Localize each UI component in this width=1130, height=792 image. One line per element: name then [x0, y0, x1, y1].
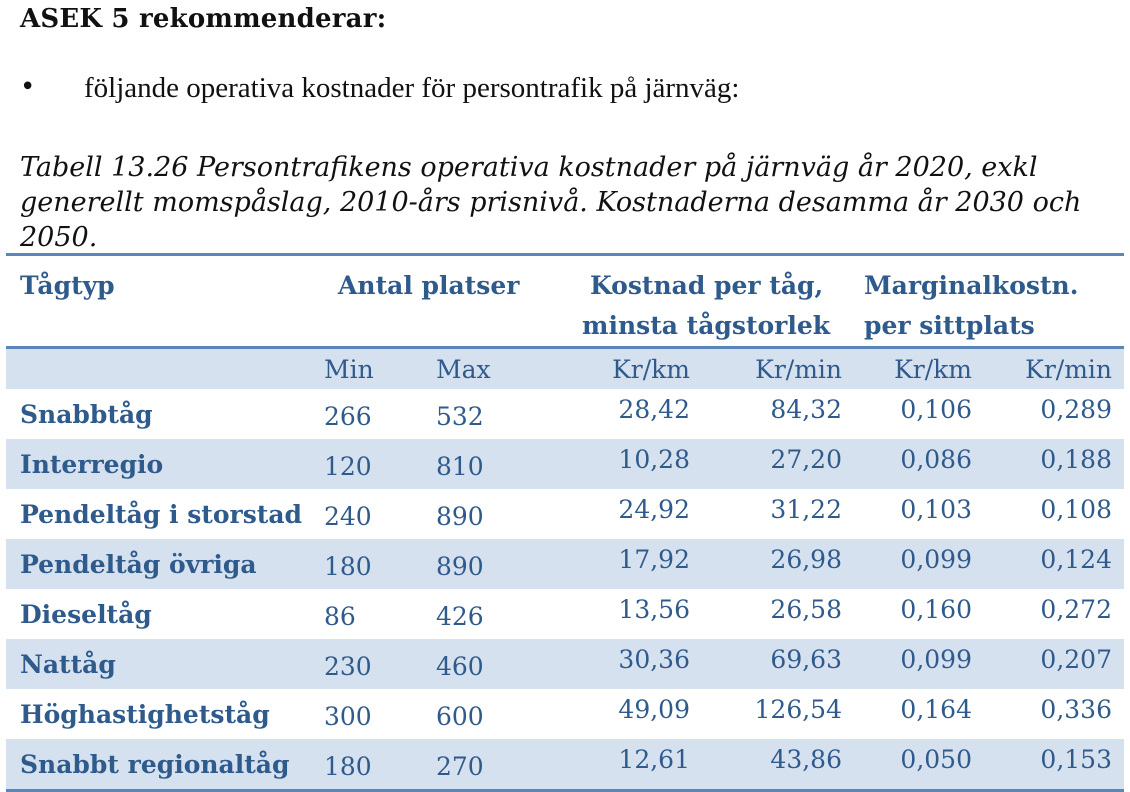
row-marg-km: 0,099 — [854, 539, 984, 589]
header-tagtyp: Tågtyp — [6, 256, 318, 348]
header-kostnad-line2: minsta tågstorlek — [582, 306, 854, 346]
row-min: 230 — [318, 639, 430, 689]
row-max: 810 — [430, 439, 560, 489]
row-marg-km: 0,099 — [854, 639, 984, 689]
row-name: Pendeltåg övriga — [6, 539, 318, 589]
row-marg-km: 0,050 — [854, 739, 984, 791]
row-name: Nattåg — [6, 639, 318, 689]
bullet-text: följande operativa kostnader för persont… — [84, 72, 739, 105]
table-row: Snabbt regionaltåg 180 270 12,61 43,86 0… — [6, 739, 1124, 791]
row-marg-min: 0,153 — [984, 739, 1124, 791]
table-row: Nattåg 230 460 30,36 69,63 0,099 0,207 — [6, 639, 1124, 689]
row-marg-min: 0,188 — [984, 439, 1124, 489]
row-min: 180 — [318, 539, 430, 589]
row-name: Höghastighetståg — [6, 689, 318, 739]
row-name: Pendeltåg i storstad — [6, 489, 318, 539]
table-row: Pendeltåg övriga 180 890 17,92 26,98 0,0… — [6, 539, 1124, 589]
row-marg-km: 0,086 — [854, 439, 984, 489]
table-row: Interregio 120 810 10,28 27,20 0,086 0,1… — [6, 439, 1124, 489]
cost-table: Tågtyp Antal platser Kostnad per tåg, mi… — [6, 253, 1124, 792]
row-max: 426 — [430, 589, 560, 639]
row-kost-min: 126,54 — [702, 689, 854, 739]
row-name: Snabbt regionaltåg — [6, 739, 318, 791]
row-marg-km: 0,164 — [854, 689, 984, 739]
row-max: 460 — [430, 639, 560, 689]
row-kost-min: 26,98 — [702, 539, 854, 589]
row-name: Interregio — [6, 439, 318, 489]
row-max: 600 — [430, 689, 560, 739]
table-caption: Tabell 13.26 Persontrafikens operativa k… — [20, 150, 1110, 255]
row-kost-min: 26,58 — [702, 589, 854, 639]
row-min: 86 — [318, 589, 430, 639]
table-row: Höghastighetståg 300 600 49,09 126,54 0,… — [6, 689, 1124, 739]
header-kostnad-line1: Kostnad per tåg, — [590, 266, 854, 306]
page-heading: ASEK 5 rekommenderar: — [20, 4, 386, 34]
row-kost-min: 27,20 — [702, 439, 854, 489]
header-marginal: Marginalkostn. per sittplats — [854, 256, 1124, 348]
row-max: 890 — [430, 539, 560, 589]
row-min: 120 — [318, 439, 430, 489]
row-marg-min: 0,124 — [984, 539, 1124, 589]
row-max: 532 — [430, 389, 560, 439]
row-marg-min: 0,289 — [984, 389, 1124, 439]
subheader-min: Min — [318, 348, 430, 390]
row-kost-min: 84,32 — [702, 389, 854, 439]
table-row: Snabbtåg 266 532 28,42 84,32 0,106 0,289 — [6, 389, 1124, 439]
subheader-empty — [6, 348, 318, 390]
table-row: Pendeltåg i storstad 240 890 24,92 31,22… — [6, 489, 1124, 539]
row-marg-min: 0,207 — [984, 639, 1124, 689]
cost-table-container: Tågtyp Antal platser Kostnad per tåg, mi… — [6, 253, 1124, 792]
row-kost-km: 13,56 — [560, 589, 702, 639]
row-kost-km: 30,36 — [560, 639, 702, 689]
row-min: 300 — [318, 689, 430, 739]
subheader-marg-km: Kr/km — [854, 348, 984, 390]
row-name: Snabbtåg — [6, 389, 318, 439]
row-kost-km: 17,92 — [560, 539, 702, 589]
row-kost-km: 24,92 — [560, 489, 702, 539]
row-kost-min: 31,22 — [702, 489, 854, 539]
row-kost-min: 69,63 — [702, 639, 854, 689]
row-name: Dieseltåg — [6, 589, 318, 639]
row-kost-min: 43,86 — [702, 739, 854, 791]
row-max: 890 — [430, 489, 560, 539]
row-min: 180 — [318, 739, 430, 791]
row-kost-km: 12,61 — [560, 739, 702, 791]
subheader-kost-km: Kr/km — [560, 348, 702, 390]
row-kost-km: 28,42 — [560, 389, 702, 439]
header-marginal-line2: per sittplats — [864, 306, 1124, 346]
row-marg-km: 0,160 — [854, 589, 984, 639]
header-marginal-line1: Marginalkostn. — [864, 266, 1124, 306]
row-marg-min: 0,108 — [984, 489, 1124, 539]
row-min: 266 — [318, 389, 430, 439]
row-kost-km: 10,28 — [560, 439, 702, 489]
row-max: 270 — [430, 739, 560, 791]
row-marg-min: 0,272 — [984, 589, 1124, 639]
subheader-marg-min: Kr/min — [984, 348, 1124, 390]
row-marg-km: 0,103 — [854, 489, 984, 539]
subheader-kost-min: Kr/min — [702, 348, 854, 390]
row-marg-min: 0,336 — [984, 689, 1124, 739]
bullet-icon: • — [20, 72, 60, 102]
subheader-max: Max — [430, 348, 560, 390]
row-min: 240 — [318, 489, 430, 539]
row-kost-km: 49,09 — [560, 689, 702, 739]
header-antal-platser: Antal platser — [318, 256, 560, 348]
subheader-row: Min Max Kr/km Kr/min Kr/km Kr/min — [6, 348, 1124, 390]
table-row: Dieseltåg 86 426 13,56 26,58 0,160 0,272 — [6, 589, 1124, 639]
header-row: Tågtyp Antal platser Kostnad per tåg, mi… — [6, 256, 1124, 348]
header-kostnad: Kostnad per tåg, minsta tågstorlek — [560, 256, 854, 348]
row-marg-km: 0,106 — [854, 389, 984, 439]
